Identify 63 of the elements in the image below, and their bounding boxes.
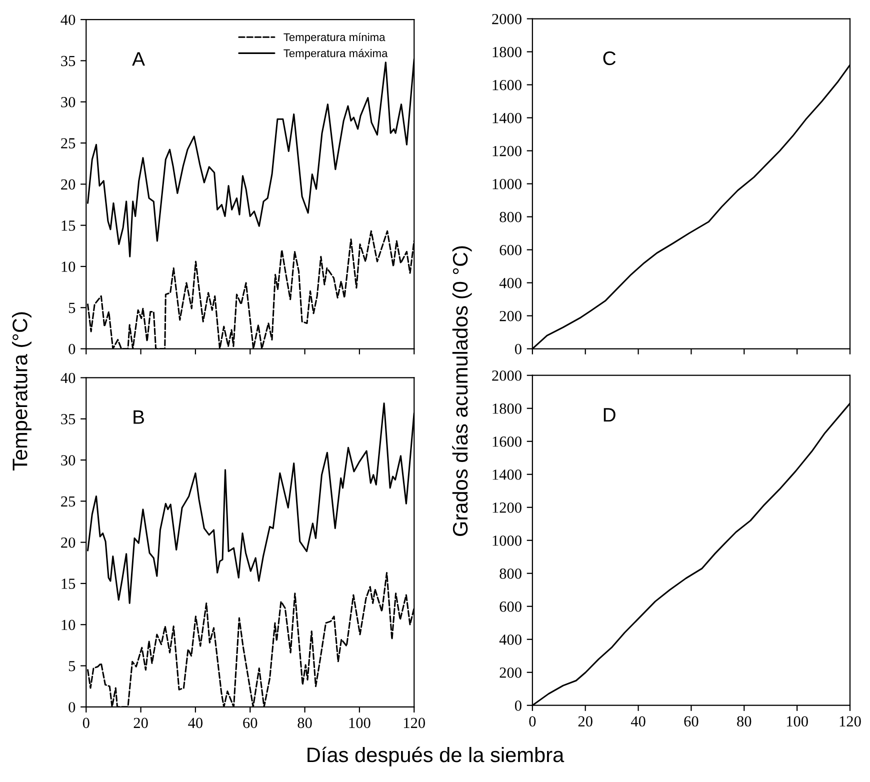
y-tick-label: 2000 [492,370,522,381]
y-tick-label: 1400 [492,470,522,480]
y-axis-title: Grados días acumulados (0 °C) [452,246,472,536]
y-tick-label: 10 [62,620,76,630]
y-tick-label: 1800 [492,46,522,58]
y-tick-label: 1800 [492,404,522,414]
y-tick-label: 35 [61,414,76,424]
y-tick-label: 20 [61,537,76,548]
y-tick-label: 5 [68,661,76,672]
y-tick-label: 2000 [492,14,522,24]
y-tick-label: 35 [61,56,76,66]
x-tick-label: 100 [786,716,808,727]
y-tick-label: 600 [500,602,522,612]
y-tick-label: 0 [68,344,76,354]
x-tick-label: 40 [630,716,646,727]
text: A [132,52,145,66]
y-tick-label: 25 [61,138,76,148]
x-tick-label: 60 [684,716,698,727]
legend-label: Temperatura máxima [284,48,388,60]
y-tick-label: 1600 [492,80,522,90]
x-tick-label: 120 [404,718,425,728]
y-tick-label: 1200 [492,502,522,513]
y-axis-title: Temperatura (°C) [12,312,32,471]
y-tick-label: 0 [514,344,522,354]
x-tick-label: 0 [82,718,90,728]
y-tick-label: 200 [500,668,522,678]
x-tick-label: 20 [134,718,148,728]
text: D [604,408,616,422]
y-tick-label: 40 [60,14,76,25]
y-tick-label: 200 [500,310,522,322]
x-tick-label: 60 [243,718,258,728]
x-tick-label: 80 [298,718,312,728]
x-tick-label: 80 [737,716,752,727]
legend-label: Temperatura mínima [284,32,386,44]
y-tick-label: 40 [60,372,76,384]
x-tick-label: 100 [349,718,370,728]
y-tick-label: 400 [499,278,522,288]
y-tick-label: 10 [62,262,76,272]
x-axis-title: Días después de la siembra [308,746,564,766]
y-tick-label: 800 [500,212,522,222]
y-tick-label: 1600 [492,436,522,447]
y-tick-label: 0 [68,702,76,712]
y-tick-label: 25 [61,496,76,507]
y-tick-label: 1000 [492,536,522,546]
y-tick-label: 1400 [492,112,522,124]
x-tick-label: 0 [529,716,536,727]
y-tick-label: 600 [500,244,522,256]
x-tick-label: 120 [840,716,861,727]
y-tick-label: 0 [514,700,522,711]
y-tick-label: 800 [500,568,522,579]
y-tick-label: 400 [499,634,522,645]
text: B [134,410,144,424]
y-tick-label: 30 [61,96,76,108]
y-tick-label: 1200 [492,146,522,156]
y-tick-label: 1000 [492,178,522,190]
y-tick-label: 20 [61,179,76,190]
x-tick-label: 40 [188,718,203,728]
x-tick-label: 20 [578,716,592,727]
y-tick-label: 15 [62,578,76,589]
y-tick-label: 15 [62,220,76,231]
y-tick-label: 5 [68,302,76,314]
text: C [603,51,616,66]
y-tick-label: 30 [61,455,76,466]
